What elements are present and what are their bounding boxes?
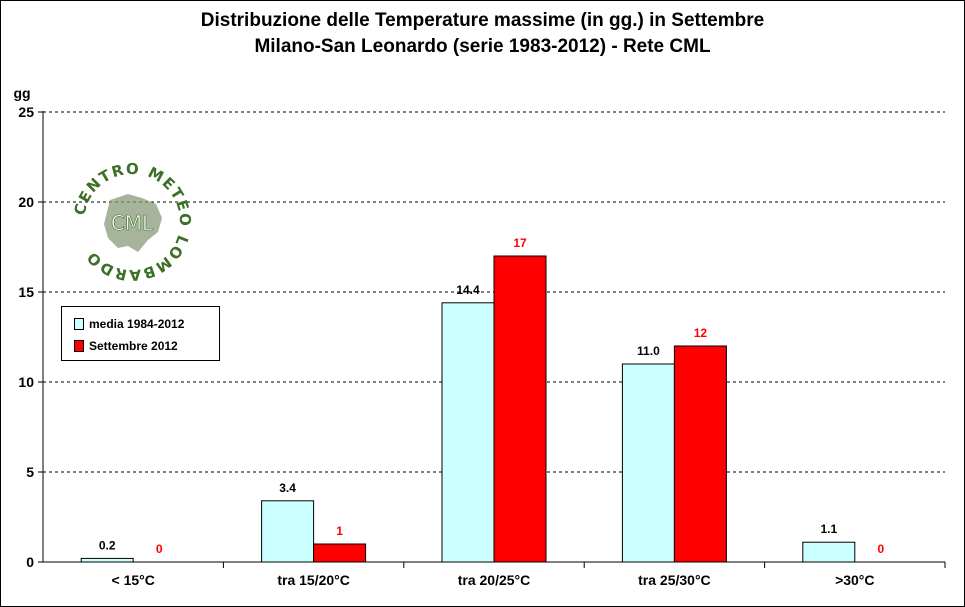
- bar: [621, 363, 675, 563]
- bar: [673, 345, 727, 563]
- data-label: 0: [156, 542, 163, 556]
- bar: [493, 255, 547, 563]
- data-label: 0.2: [99, 538, 116, 552]
- y-axis-label: gg: [13, 85, 30, 101]
- x-tick-label: tra 20/25°C: [458, 572, 531, 588]
- legend-item-media: media 1984-2012: [74, 316, 184, 332]
- data-label: 3.4: [279, 481, 296, 495]
- chart-title: Distribuzione delle Temperature massime …: [200, 10, 765, 31]
- y-tick-label: 10: [18, 374, 34, 390]
- bar: [802, 541, 856, 563]
- y-tick-label: 15: [18, 284, 34, 300]
- data-label: 0: [877, 542, 884, 556]
- legend-label-settembre: Settembre 2012: [89, 338, 178, 353]
- bar: [441, 302, 495, 563]
- x-tick-label: < 15°C: [112, 572, 155, 588]
- legend: media 1984-2012 Settembre 2012: [61, 306, 220, 361]
- y-tick-label: 0: [26, 554, 34, 570]
- legend-item-settembre: Settembre 2012: [74, 338, 178, 354]
- logo-center-text: CML: [111, 211, 154, 235]
- x-tick-label: >30°C: [835, 572, 874, 588]
- y-tick-label: 20: [18, 194, 34, 210]
- legend-swatch-settembre: [74, 339, 84, 352]
- bar: [80, 557, 134, 563]
- y-tick-label: 25: [18, 104, 34, 120]
- data-label: 14.4: [456, 283, 480, 297]
- cml-logo: CENTRO METEO LOMBARDO CML: [70, 160, 192, 284]
- data-label: 17: [513, 236, 527, 250]
- x-tick-label: tra 25/30°C: [638, 572, 711, 588]
- legend-swatch-media: [74, 317, 84, 330]
- bar: [261, 500, 315, 563]
- y-tick-label: 5: [26, 464, 34, 480]
- x-tick-label: tra 15/20°C: [277, 572, 350, 588]
- bar: [313, 543, 367, 563]
- data-label: 11.0: [637, 344, 660, 358]
- data-label: 12: [694, 326, 708, 340]
- data-label: 1: [336, 524, 343, 538]
- chart-subtitle: Milano-San Leonardo (serie 1983-2012) - …: [254, 36, 711, 57]
- legend-label-media: media 1984-2012: [89, 316, 185, 331]
- data-label: 1.1: [820, 522, 837, 536]
